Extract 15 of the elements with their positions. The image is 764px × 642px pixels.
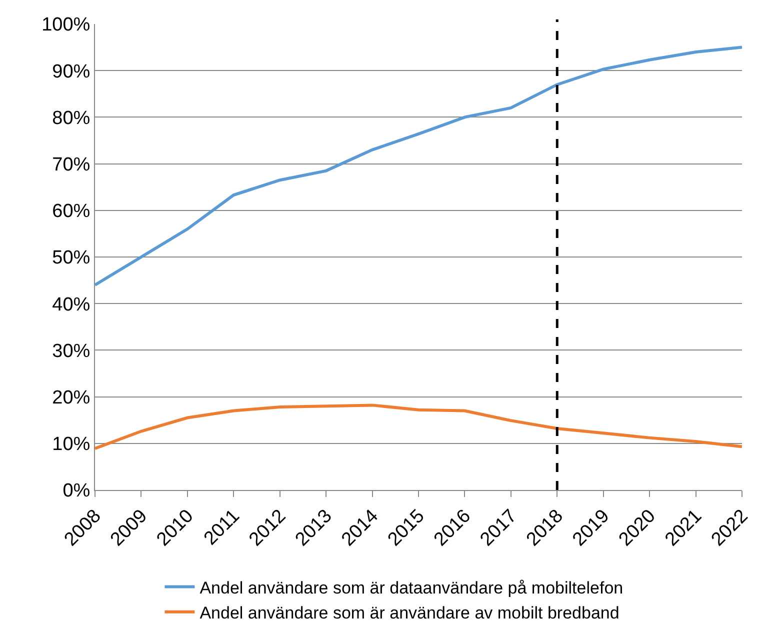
y-tick-label: 60%: [52, 201, 90, 222]
y-tick-label: 100%: [42, 14, 90, 36]
y-tick-label: 80%: [52, 108, 90, 129]
y-tick-label: 90%: [52, 61, 90, 82]
y-tick-label: 70%: [52, 154, 90, 176]
y-tick-label: 20%: [52, 387, 90, 408]
legend-label: Andel användare som är dataanvändare på mobiltelefon: [200, 578, 624, 598]
y-tick-label: 0%: [62, 480, 90, 502]
y-tick-label: 10%: [52, 434, 90, 456]
y-tick-label: 30%: [52, 340, 90, 362]
legend-label: Andel användare som är användare av mobilt bredband: [200, 604, 620, 622]
line-series: [95, 404, 742, 450]
y-tick-label: 50%: [52, 248, 90, 269]
line-series: [95, 46, 742, 286]
y-tick-label: 40%: [52, 294, 90, 316]
